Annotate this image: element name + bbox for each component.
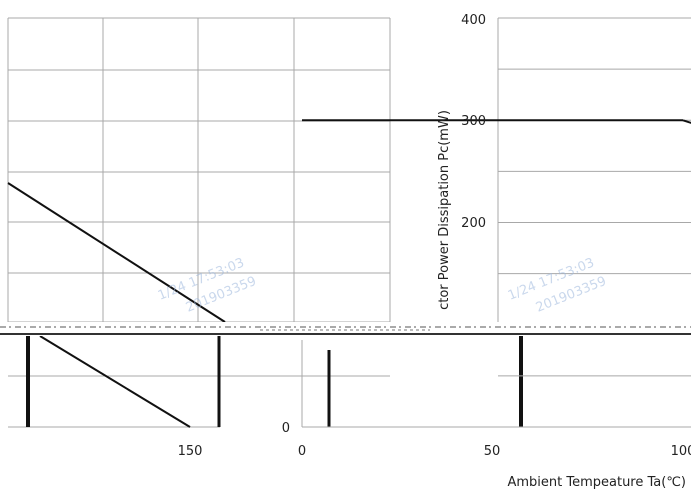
left-chart-curve xyxy=(7,182,523,428)
scan-artifact-band xyxy=(0,322,691,336)
right-series-line-1 xyxy=(682,119,691,124)
right-x-tick-50: 50 xyxy=(484,444,501,459)
right-x-tick-0: 0 xyxy=(298,444,306,459)
left-series-line-upper xyxy=(7,182,226,323)
right-y-tick-0: 0 xyxy=(282,421,290,436)
right-y-tick-200: 200 xyxy=(461,216,486,231)
left-chart-grid xyxy=(7,17,391,428)
tick-labels: 150 0 50 100 0 200 300 400 xyxy=(178,13,691,459)
right-x-tick-100: 100 xyxy=(671,444,691,459)
y-axis-title: ctor Power Dissipation Pc(mW) xyxy=(437,110,452,310)
left-x-tick-150: 150 xyxy=(178,444,203,459)
right-y-tick-400: 400 xyxy=(461,13,486,28)
right-chart-curve xyxy=(302,119,691,124)
x-axis-title: Ambient Tempeature Ta(℃) xyxy=(507,475,686,490)
left-series-line-lower xyxy=(39,335,191,428)
watermark: 1/24 17:53:03 201903359 1/24 17:53:03 20… xyxy=(156,255,609,315)
right-y-tick-300: 300 xyxy=(461,114,486,129)
